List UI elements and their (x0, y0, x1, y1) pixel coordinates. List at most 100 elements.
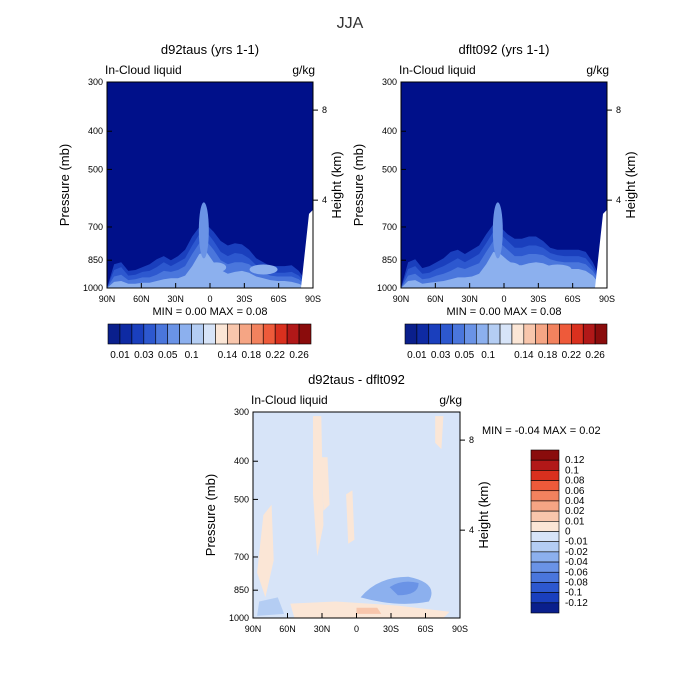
colorbar-box (523, 323, 537, 345)
negative-core-south (389, 581, 419, 596)
colorbar-box (227, 323, 240, 345)
colorbar-box (530, 500, 560, 512)
colorbar-label: 0.05 (455, 350, 475, 361)
positive-streak-eq (321, 457, 330, 511)
x-tick-label: 90N (245, 624, 262, 634)
x-tick-label: 60N (279, 624, 296, 634)
colorbar-bottom: 0.120.10.080.060.040.020.010-0.01-0.02-0… (530, 449, 588, 614)
colorbar-box (535, 323, 548, 345)
colorbar-top-right: 0.01 0.03 0.05 0.1 0.14 0.18 0.22 0.26 (404, 323, 608, 361)
units-label: g/kg (439, 393, 462, 407)
x-tick-label: 60S (271, 294, 287, 304)
colorbar-box (262, 323, 276, 345)
equatorial-low-core (206, 262, 227, 273)
panels: d92taus (yrs 1-1) In-Cloud liquid g/kg 300 4… (57, 42, 638, 634)
y-tick-label: 300 (88, 77, 103, 87)
x-tick-label: 30N (167, 294, 184, 304)
colorbar-box (107, 323, 121, 345)
colorbar-label: 0.1 (185, 350, 199, 361)
panel-top-left: d92taus (yrs 1-1) In-Cloud liquid g/kg 300 4… (57, 42, 344, 318)
colorbar-box (530, 470, 560, 481)
colorbar-label: 0.05 (158, 350, 178, 361)
plot-area (107, 82, 313, 288)
colorbar-box (416, 323, 430, 345)
y-tick-label: 1000 (377, 283, 397, 293)
y-tick-label: 500 (88, 164, 103, 174)
y-tick-label: 850 (234, 585, 249, 595)
y-axis-label: Pressure (mb) (351, 144, 366, 226)
colorbar-box (530, 531, 560, 542)
colorbar-box (203, 323, 216, 345)
colorbar-box (499, 323, 513, 345)
stats-label: MIN = 0.00 MAX = 0.08 (447, 306, 562, 318)
stats-label: MIN = 0.00 MAX = 0.08 (153, 306, 268, 318)
page-title: JJA (337, 15, 364, 32)
colorbar-label: 0.12 (565, 455, 585, 466)
colorbar-box (487, 323, 501, 345)
colorbar-label: 0.18 (538, 350, 558, 361)
y-tick-label: 700 (234, 552, 249, 562)
y-right-axis-label: Height (km) (476, 481, 491, 548)
x-tick-label: 30N (461, 294, 478, 304)
colorbar-label: 0.14 (514, 350, 534, 361)
y-right-axis-label: Height (km) (623, 151, 638, 218)
southern-max-core (249, 264, 278, 275)
colorbar-label: 0.1 (481, 350, 495, 361)
colorbar-label: 0.26 (289, 350, 309, 361)
colorbar-box (167, 323, 180, 345)
equatorial-low-core (500, 262, 521, 273)
colorbar-box (155, 323, 169, 345)
y-tick-label: 1000 (229, 613, 249, 623)
colorbar-label: 0.22 (562, 350, 582, 361)
colorbar-label: -0.02 (565, 547, 588, 558)
colorbar-label: 0.08 (565, 476, 585, 487)
colorbar-label: 0.1 (565, 465, 579, 476)
x-tick-label: 30S (383, 624, 399, 634)
x-tick-label: 60S (565, 294, 581, 304)
plot-area (401, 82, 607, 288)
positive-streak-20s (346, 490, 355, 544)
colorbar-label: 0.03 (431, 350, 451, 361)
colorbar-label: 0.14 (218, 350, 238, 361)
missing-data-region (301, 209, 313, 288)
colorbar-box (179, 323, 192, 345)
panel-title: d92taus (yrs 1-1) (161, 42, 259, 57)
positive-streak-90s (435, 416, 444, 450)
colorbar-label: -0.01 (565, 537, 588, 548)
colorbar-box (530, 561, 560, 573)
colorbar-label: -0.04 (565, 557, 588, 568)
positive-streak-30n (313, 416, 324, 557)
colorbar-box (440, 323, 453, 345)
colorbar-label: 0.22 (265, 350, 285, 361)
x-tick-label: 90S (599, 294, 615, 304)
colorbar-box (530, 592, 560, 604)
x-tick-label: 0 (207, 294, 212, 304)
colorbar-label: -0.12 (565, 598, 588, 609)
colorbar-box (191, 323, 204, 345)
colorbar-box (530, 521, 560, 532)
y-tick-label: 300 (382, 77, 397, 87)
colorbar-label: 0.01 (565, 516, 585, 527)
y-tick-label: 700 (88, 222, 103, 232)
x-tick-label: 60N (427, 294, 444, 304)
colorbar-label: 0.04 (565, 496, 585, 507)
southern-max-core (543, 264, 572, 275)
colorbar-label: -0.06 (565, 567, 588, 578)
colorbar-box (250, 323, 264, 345)
negative-cell-north (257, 597, 285, 616)
colorbar-box (239, 323, 252, 345)
colorbar-box (582, 323, 596, 345)
colorbar-box (475, 323, 489, 345)
stats-label: MIN = -0.04 MAX = 0.02 (482, 425, 601, 437)
x-tick-label: 90N (99, 294, 116, 304)
colorbar-box (530, 602, 560, 614)
equatorial-max-core (198, 202, 209, 259)
colorbar-box (594, 323, 608, 345)
y-axis-label: Pressure (mb) (57, 144, 72, 226)
colorbar-top-left: 0.01 0.03 0.05 0.1 0.14 0.18 0.22 0.26 (107, 323, 312, 361)
y-right-tick-label: 8 (616, 105, 621, 115)
colorbar-box (143, 323, 157, 345)
y-tick-label: 400 (234, 456, 249, 466)
x-tick-label: 30N (314, 624, 331, 634)
colorbar-label: 0.06 (565, 486, 585, 497)
